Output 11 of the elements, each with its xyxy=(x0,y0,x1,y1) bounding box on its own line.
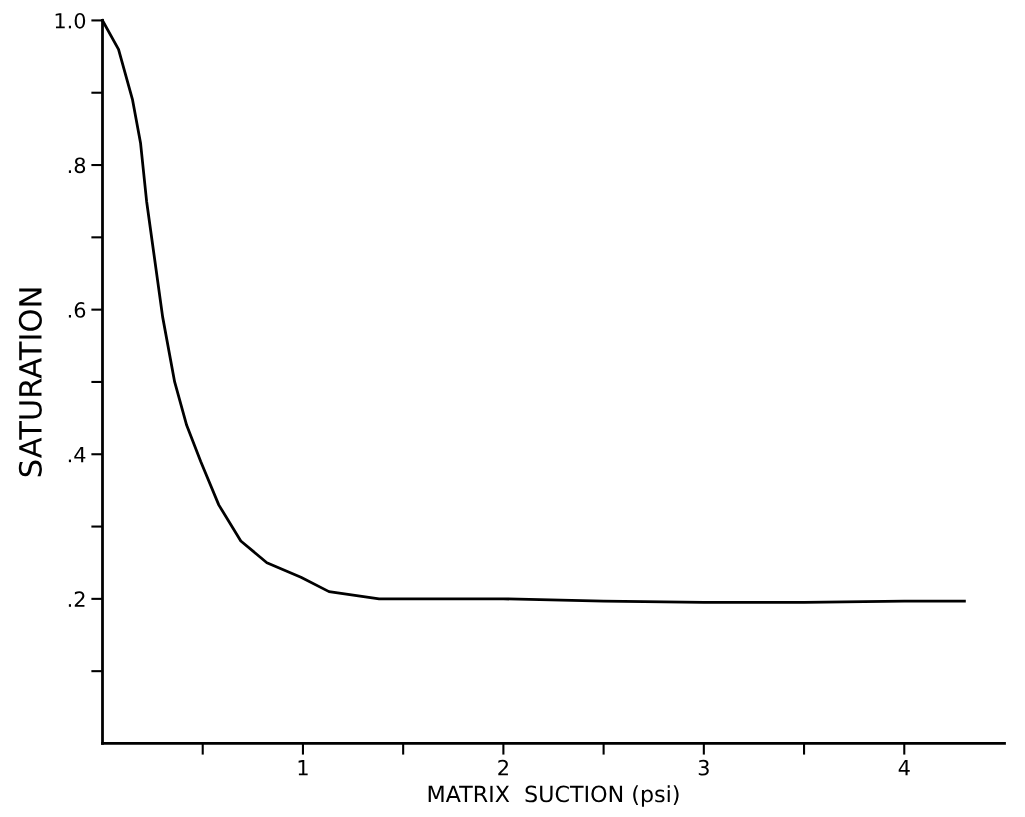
y-tick-label: .4 xyxy=(68,446,86,463)
x-tick-label: 2 xyxy=(498,759,508,776)
y-tick-label: .8 xyxy=(68,157,86,174)
y-tick-label: 1.0 xyxy=(55,12,86,29)
x-tick-label: 3 xyxy=(698,759,709,776)
y-axis-title: SATURATION xyxy=(18,288,42,477)
y-tick-label: .6 xyxy=(68,302,86,318)
x-tick-label: 4 xyxy=(898,760,910,776)
x-tick-label: 1 xyxy=(298,760,308,776)
y-tick-label: .2 xyxy=(68,591,85,607)
x-axis-title: MATRIX SUCTION (psi) xyxy=(428,785,679,807)
